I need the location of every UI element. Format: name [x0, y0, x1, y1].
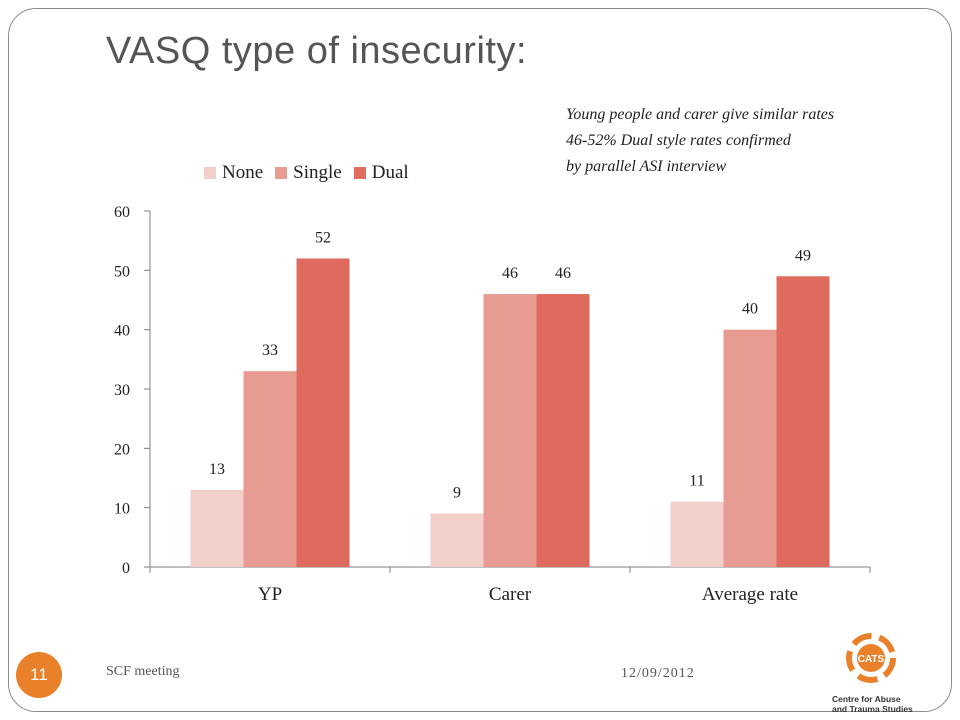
legend-label-dual: Dual — [371, 162, 409, 183]
note-line-1: Young people and carer give similar rate… — [566, 106, 835, 123]
y-tick-label: 20 — [114, 441, 130, 458]
bar-single — [243, 371, 297, 567]
legend-swatch-single — [275, 167, 288, 179]
y-tick-label: 40 — [114, 323, 130, 340]
cats-logo-icon: CATS — [846, 633, 896, 683]
note-line-2: 46-52% Dual style rates confirmed — [566, 132, 791, 149]
legend-item-none: None — [204, 162, 263, 184]
slide-frame — [8, 8, 952, 712]
logo-caption-line-2: and Trauma Studies — [832, 704, 913, 714]
x-tick-label: Average rate — [702, 584, 798, 605]
footer-text: SCF meeting — [106, 664, 180, 679]
legend-item-dual: Dual — [353, 162, 409, 184]
footer-date: 12/09/2012 — [621, 666, 695, 681]
data-label: 33 — [262, 342, 278, 359]
legend-swatch-dual — [353, 167, 366, 179]
slide-title: VASQ type of insecurity: — [106, 30, 528, 72]
y-tick-label: 60 — [114, 204, 130, 221]
y-tick-label: 50 — [114, 263, 130, 280]
chart-legend: None Single Dual — [204, 162, 409, 184]
data-label: 46 — [502, 265, 518, 282]
legend-label-none: None — [222, 162, 264, 183]
y-tick-label: 30 — [114, 382, 130, 399]
data-label: 49 — [795, 247, 811, 264]
note-line-3: by parallel ASI interview — [566, 158, 727, 175]
bar-dual — [776, 276, 830, 567]
data-label: 11 — [689, 473, 704, 490]
bar-none — [190, 489, 244, 567]
legend-item-single: Single — [275, 162, 342, 184]
bar-none — [670, 501, 724, 567]
data-label: 46 — [555, 265, 571, 282]
annotation-note: Young people and carer give similar rate… — [566, 102, 834, 180]
legend-label-single: Single — [293, 162, 342, 183]
data-label: 13 — [209, 461, 225, 478]
bar-single — [483, 294, 537, 567]
bar-single — [723, 329, 777, 567]
x-tick-label: YP — [258, 584, 282, 605]
page-number-badge: 11 — [16, 652, 62, 698]
svg-text:CATS: CATS — [858, 654, 885, 665]
bar-dual — [296, 258, 350, 567]
bar-none — [430, 513, 484, 567]
data-label: 9 — [453, 485, 461, 502]
x-tick-label: Carer — [489, 584, 532, 605]
logo-caption-line-1: Centre for Abuse — [832, 694, 901, 704]
logo-caption: Centre for Abuse and Trauma Studies — [832, 694, 913, 714]
legend-swatch-none — [204, 167, 216, 179]
data-label: 52 — [315, 229, 331, 246]
y-tick-label: 10 — [114, 501, 130, 518]
data-label: 40 — [742, 301, 758, 318]
bar-dual — [536, 294, 590, 567]
y-tick-label: 0 — [122, 560, 130, 577]
